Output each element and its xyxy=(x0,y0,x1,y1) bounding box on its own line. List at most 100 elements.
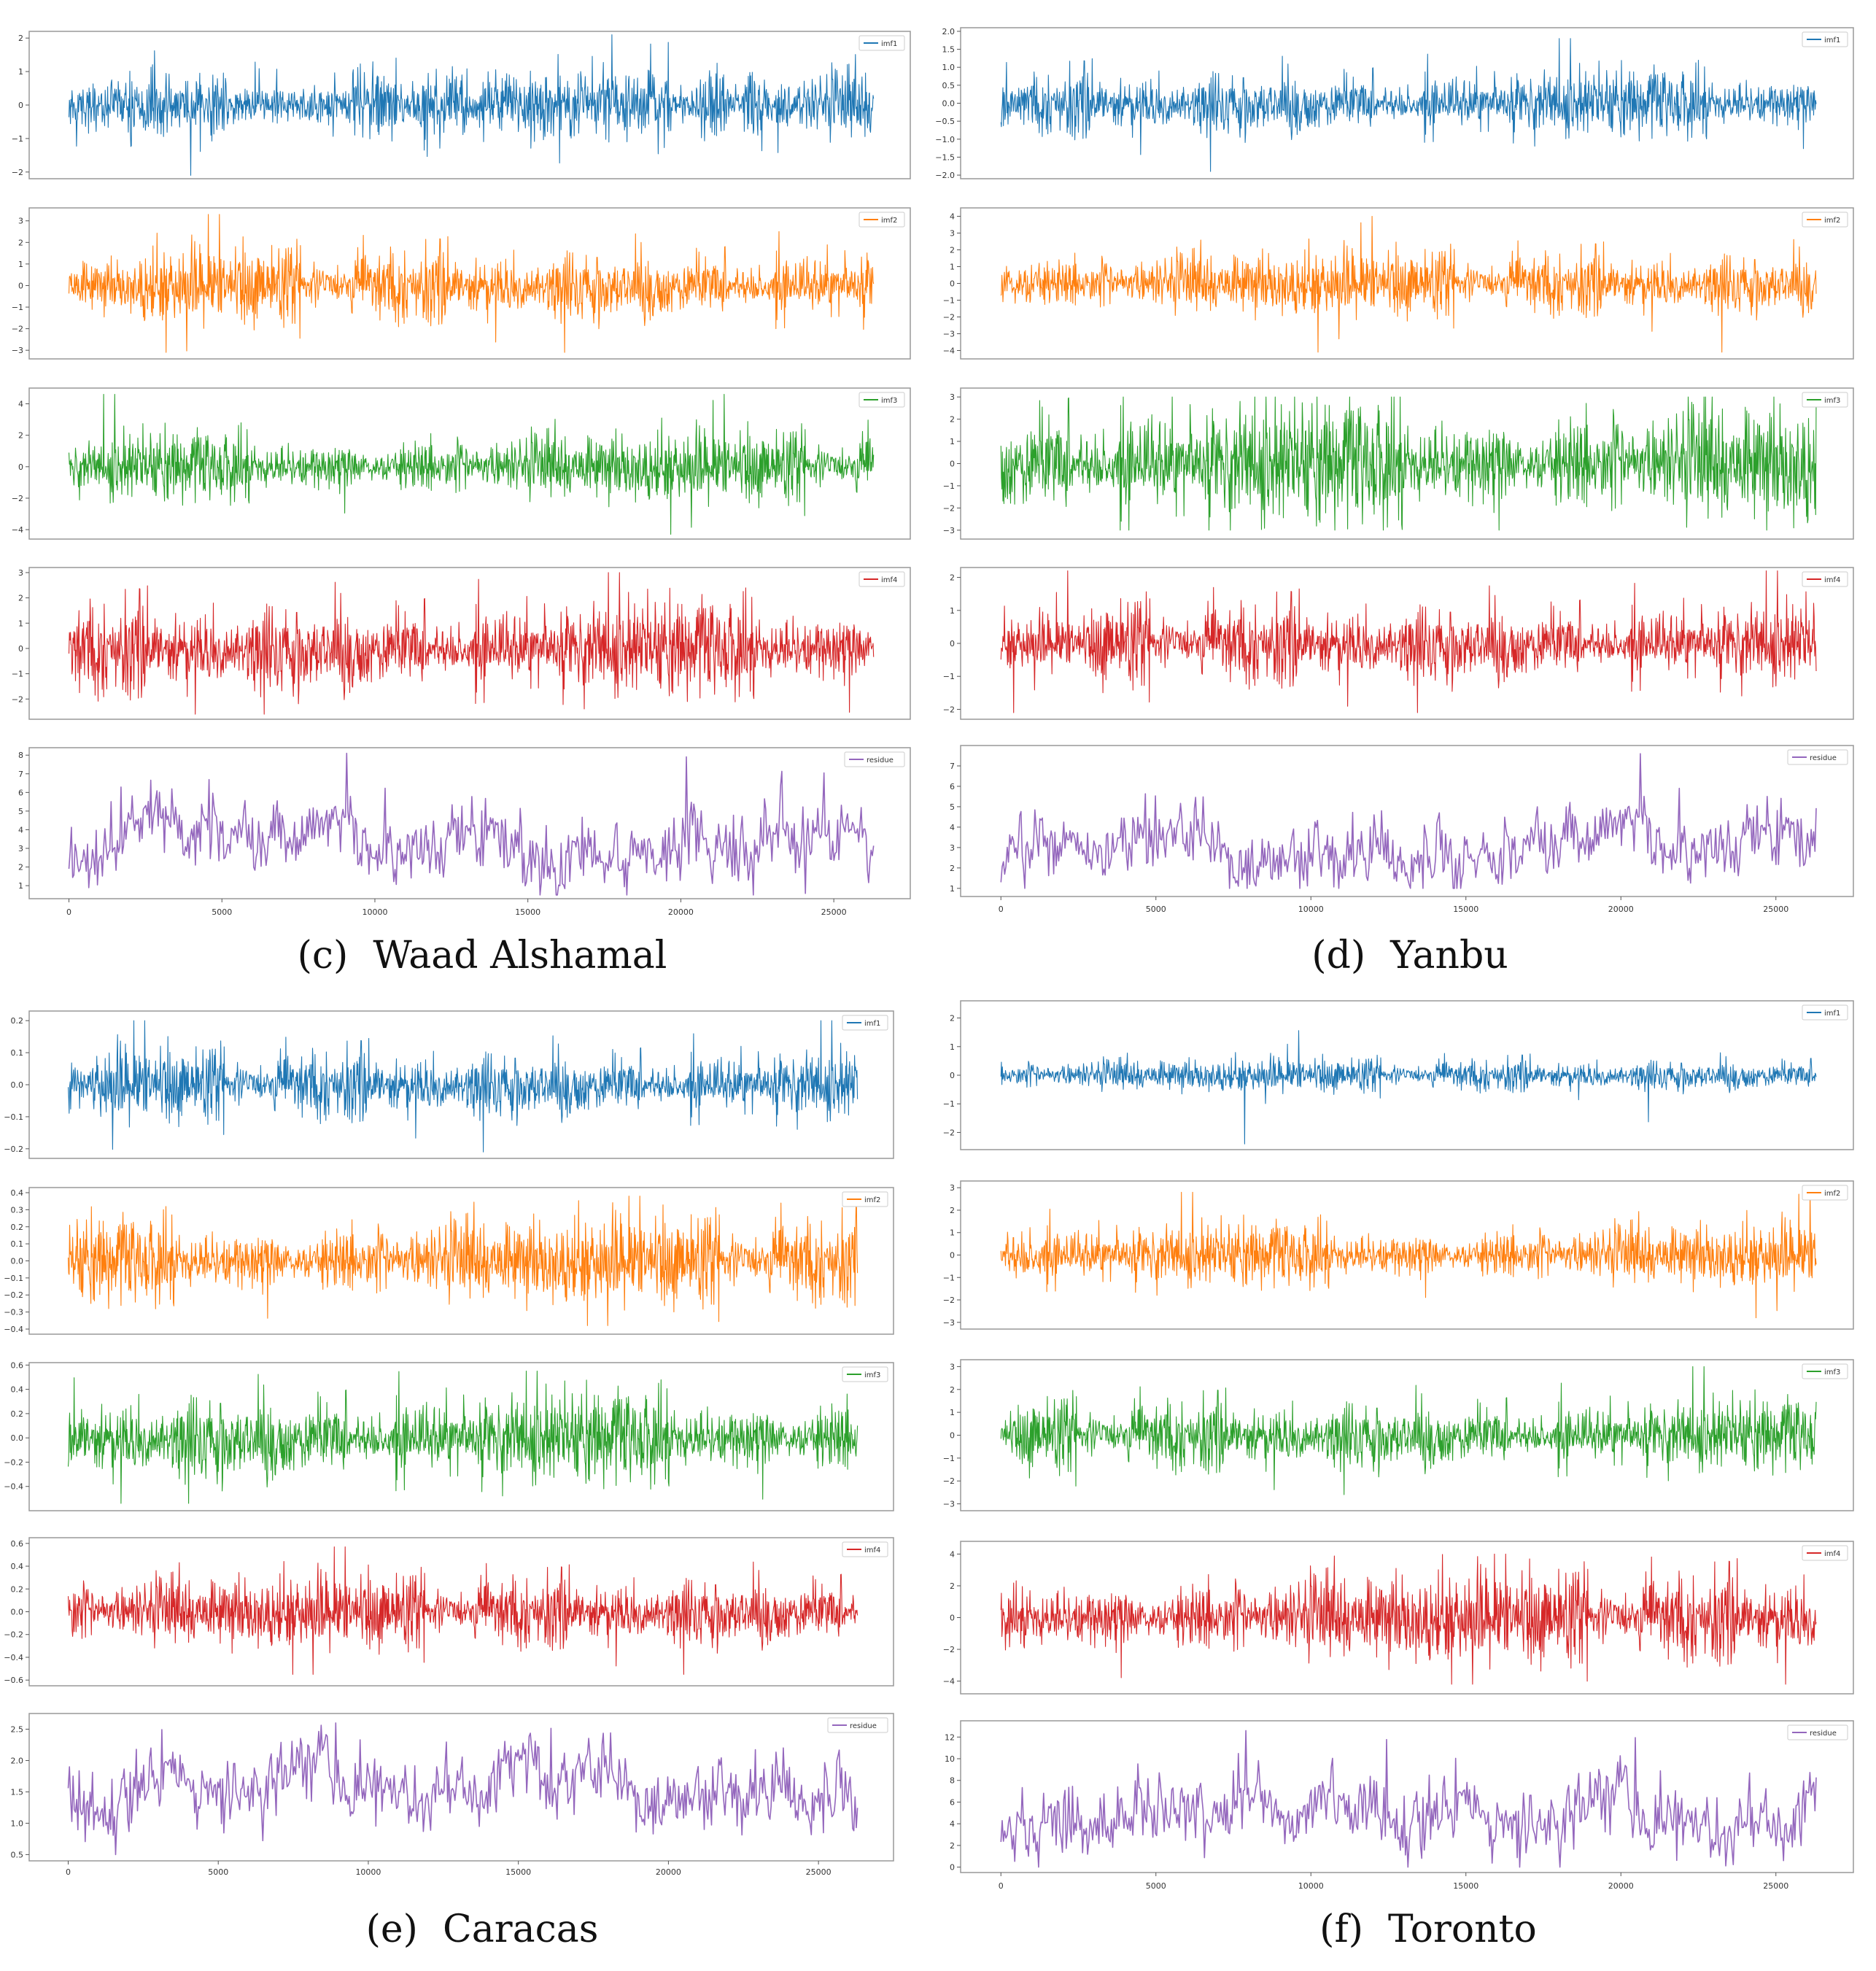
legend: imf4 xyxy=(1802,571,1848,587)
caption-label: (d) xyxy=(1311,934,1366,977)
y-tick-label: −0.4 xyxy=(4,1325,23,1334)
legend: residue xyxy=(1787,749,1848,765)
x-tick-label: 0 xyxy=(999,905,1004,914)
legend-label: residue xyxy=(850,1722,877,1730)
y-tick-label: −1 xyxy=(943,481,955,491)
y-tick-label: 5 xyxy=(950,802,955,812)
y-tick-label: 7 xyxy=(950,762,955,771)
y-tick-label: 1 xyxy=(950,437,955,446)
y-tick-label: 0.3 xyxy=(11,1205,24,1215)
series-line-imf2 xyxy=(1000,215,1817,353)
series-line-imf2 xyxy=(67,1196,858,1326)
series-line-imf4 xyxy=(1000,1553,1817,1685)
caption-name: Caracas xyxy=(442,1908,599,1951)
subplot-imf3: −0.4 −0.2 0.0 0.2 0.4 0.6 imf3 xyxy=(4,1360,894,1511)
legend-box xyxy=(1787,1724,1848,1740)
legend-box xyxy=(1802,1545,1848,1561)
y-tick-label: 8 xyxy=(18,751,23,760)
y-tick-label: 2.5 xyxy=(11,1724,24,1734)
y-tick-label: −2 xyxy=(943,1296,955,1305)
y-tick-label: −2 xyxy=(12,694,23,704)
y-tick-label: 0.0 xyxy=(11,1433,24,1443)
series-line-residue xyxy=(67,1722,858,1856)
series-line-imf3 xyxy=(68,394,875,535)
y-tick-label: −0.2 xyxy=(4,1457,23,1467)
y-tick-label: 0.1 xyxy=(11,1048,24,1058)
x-tick-label: 20000 xyxy=(656,1867,681,1877)
y-tick-label: −0.1 xyxy=(4,1274,23,1283)
x-tick-label: 20000 xyxy=(1608,905,1634,914)
series-line-imf2 xyxy=(1000,1191,1817,1319)
y-tick-label: −2 xyxy=(12,494,23,503)
y-tick-label: 1 xyxy=(18,619,23,628)
legend-box xyxy=(858,571,905,587)
x-tick-label: 10000 xyxy=(355,1867,381,1877)
y-tick-label: 0.4 xyxy=(11,1562,24,1571)
legend: imf3 xyxy=(858,392,905,408)
legend-box xyxy=(1802,1004,1848,1021)
y-tick-label: −1 xyxy=(943,1099,955,1109)
y-tick-label: 1 xyxy=(950,1408,955,1417)
legend-box xyxy=(842,1191,888,1207)
y-tick-label: 0 xyxy=(950,1863,955,1873)
plot-frame xyxy=(28,747,911,899)
legend-box xyxy=(827,1717,888,1733)
x-tick-label: 0 xyxy=(66,907,71,917)
series-line-residue xyxy=(1000,1730,1817,1868)
subplot-imf4: −0.6 −0.4 −0.2 0.0 0.2 0.4 0.6 imf4 xyxy=(4,1537,894,1687)
y-tick-label: 1.5 xyxy=(942,45,956,55)
y-tick-label: −0.6 xyxy=(4,1676,23,1685)
y-tick-label: 3 xyxy=(950,1362,955,1371)
series-line-residue xyxy=(1000,753,1817,889)
y-tick-label: 4 xyxy=(950,1549,955,1559)
y-tick-label: 3 xyxy=(950,392,955,402)
y-tick-label: 0 xyxy=(950,1431,955,1441)
y-tick-label: 3 xyxy=(950,1183,955,1193)
y-tick-label: −2 xyxy=(943,1128,955,1137)
x-tick-label: 25000 xyxy=(1763,1881,1788,1891)
legend-box xyxy=(842,1541,888,1557)
y-tick-label: −2 xyxy=(943,503,955,513)
y-tick-label: −4 xyxy=(12,525,23,535)
y-tick-label: −0.4 xyxy=(4,1482,23,1492)
legend-box xyxy=(858,392,905,408)
y-tick-label: −4 xyxy=(943,346,955,356)
y-tick-label: 0 xyxy=(950,1251,955,1261)
legend-box xyxy=(844,751,905,767)
legend-label: residue xyxy=(1810,1730,1837,1738)
x-tick-label: 5000 xyxy=(1146,1881,1166,1891)
y-tick-label: 0.5 xyxy=(11,1850,24,1859)
y-tick-label: 3 xyxy=(18,568,23,578)
series-line-imf4 xyxy=(1000,570,1817,713)
x-tick-label: 5000 xyxy=(1146,905,1166,914)
legend: imf2 xyxy=(858,212,905,228)
plot-frame xyxy=(28,567,911,720)
y-tick-label: 0.2 xyxy=(11,1016,24,1026)
x-tick-label: 20000 xyxy=(668,907,694,917)
y-tick-label: 2 xyxy=(950,1206,955,1215)
legend: imf2 xyxy=(1802,1185,1848,1201)
y-tick-label: 4 xyxy=(18,400,23,409)
legend-box xyxy=(1802,31,1848,47)
legend: imf4 xyxy=(1802,1545,1848,1561)
x-tick-label: 25000 xyxy=(821,907,847,917)
y-tick-label: 0.2 xyxy=(11,1409,24,1419)
caption-f: (f) Toronto xyxy=(1319,1908,1562,1951)
y-tick-label: 0 xyxy=(950,639,955,648)
y-tick-label: 1 xyxy=(18,881,23,891)
y-tick-label: 0.2 xyxy=(11,1223,24,1232)
legend-box xyxy=(858,35,905,51)
y-tick-label: 8 xyxy=(950,1776,955,1786)
subplot-residue: 1 2 3 4 5 6 7 residue xyxy=(950,745,1854,897)
y-tick-label: 0 xyxy=(18,644,23,654)
subplot-imf3: −4 −2 0 2 4 imf3 xyxy=(12,387,911,540)
legend-box xyxy=(1802,392,1848,408)
y-tick-label: −2 xyxy=(12,168,23,177)
y-tick-label: 3 xyxy=(950,229,955,239)
y-tick-label: 12 xyxy=(945,1732,955,1742)
subplot-imf3: −3 −2 −1 0 1 2 3 imf3 xyxy=(943,1359,1854,1511)
y-tick-label: 1.0 xyxy=(11,1819,24,1828)
x-tick-label: 25000 xyxy=(1763,905,1788,914)
series-line-imf3 xyxy=(1000,396,1817,531)
panel-toronto: −2−1012imf1−3−2−10123imf2−3−2−10123imf3−… xyxy=(943,1000,1854,1891)
